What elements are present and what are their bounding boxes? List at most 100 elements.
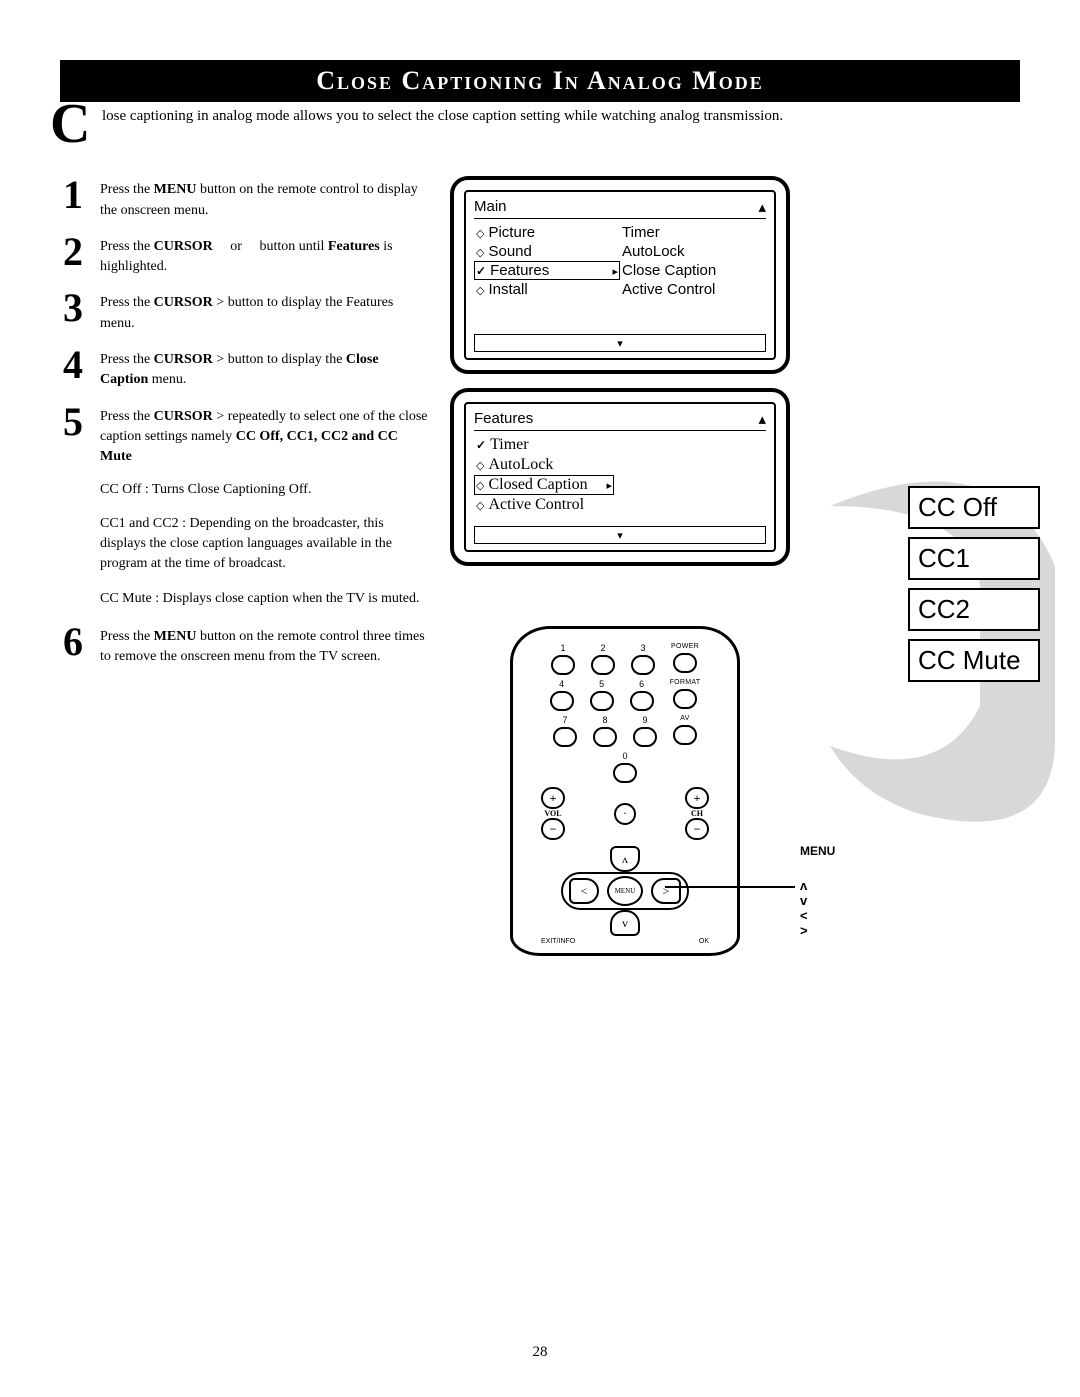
tv-screen-main: Main ▴ Picture Sound FeaturesInstall Timer… [450,176,790,374]
step: 4 Press the CURSOR > button to display t… [60,346,430,391]
btn-label: 3 [641,643,646,655]
diamond-icon [476,476,484,494]
menu-item-label: Closed Caption [488,476,587,494]
instructions-column: 1 Press the MENU button on the remote co… [60,176,430,679]
remote-button-0 [613,763,637,783]
diamond-icon [476,456,484,474]
intro-paragraph: C lose captioning in analog mode allows … [60,106,1020,126]
menu-callout: MENU [800,844,835,858]
btn-label: 6 [639,679,644,691]
diamond-icon [476,224,484,241]
intro-text: lose captioning in analog mode allows yo… [60,106,1020,126]
btn-label: AV [680,715,689,725]
check-icon [476,262,486,279]
remote-button [673,689,697,709]
menu-bottom-bar [474,526,766,544]
remote-button [633,727,657,747]
page-title-bar: Close Captioning In Analog Mode [60,60,1020,102]
step-text: Press the CURSOR > button to display the… [100,346,430,391]
step-number: 6 [60,623,86,661]
remote-button [550,691,574,711]
up-arrow-icon: ▴ [758,410,766,428]
menu-item-label: Timer [490,436,529,454]
ok-label: OK [699,938,709,945]
menu-item-label: Active Control [488,496,584,514]
callout-line [665,886,795,888]
menu-item: Timer [474,435,766,455]
ch-label: CH [691,809,703,818]
menu-item-label: Timer [622,224,660,241]
description: CC Off : Turns Close Captioning Off. [100,480,430,500]
btn-label: 0 [622,751,627,763]
check-icon [476,436,486,454]
menu-title-text: Main [474,198,507,216]
cc-option: CC2 [908,588,1040,631]
cc-option: CC Mute [908,639,1040,682]
btn-label: FORMAT [670,679,701,689]
menu-item-label: Features [490,262,549,279]
menu-item: AutoLock [620,242,766,261]
illustrations-column: Main ▴ PictureSoundFeaturesInstall Timer… [450,176,1020,679]
remote-button [630,691,654,711]
arrows-callout: ʌ v < > [800,878,811,938]
step-number: 2 [60,233,86,271]
btn-label: 2 [601,643,606,655]
cc-option: CC Off [908,486,1040,529]
remote-button [590,691,614,711]
diamond-icon [476,281,484,298]
menu-item-label: Sound [488,243,531,260]
dpad: ʌ v < > MENU [555,846,695,936]
step: 5 Press the CURSOR > repeatedly to selec… [60,403,430,468]
menu-title-text: Features [474,410,533,428]
vol-label: VOL [544,809,561,818]
step-text: Press the MENU button on the remote cont… [100,176,430,221]
tv-screen-features: Features ▴ Timer AutoLock Closed Caption Ac… [450,388,790,566]
step-text: Press the CURSOR > button to display the… [100,289,430,334]
menu-bottom-bar [474,334,766,352]
channel-rocker: + [685,787,709,809]
cursor-up-button: ʌ [610,846,640,872]
step-number: 1 [60,176,86,214]
step-text: Press the CURSOR or button until Feature… [100,233,430,278]
volume-rocker: + [541,787,565,809]
remote-button-dot: · [614,803,636,825]
btn-label: 7 [562,715,567,727]
step-number: 4 [60,346,86,384]
menu-title: Features ▴ [474,410,766,431]
step-6: 6 Press the MENU button on the remote co… [60,623,430,668]
arrow-right-icon [606,476,612,494]
btn-label: 4 [559,679,564,691]
remote-button [673,653,697,673]
remote-button [631,655,655,675]
step-text: Press the MENU button on the remote cont… [100,623,430,668]
menu-item: Closed Caption [474,475,614,495]
step: 1 Press the MENU button on the remote co… [60,176,430,221]
menu-item-label: Close Caption [622,262,716,279]
menu-item: AutoLock [474,455,766,475]
btn-label: 9 [642,715,647,727]
menu-item-label: AutoLock [622,243,685,260]
menu-item: Features [474,261,620,280]
menu-item: Install [474,280,620,299]
menu-item-label: AutoLock [488,456,553,474]
channel-rocker: − [685,818,709,840]
menu-item-label: Active Control [622,281,715,298]
menu-item: Picture [474,223,620,242]
menu-title: Main ▴ [474,198,766,219]
exit-info-label: EXIT/INFO [541,938,575,945]
arrow-right-icon [612,262,618,279]
remote-button [591,655,615,675]
menu-item: Timer [620,223,766,242]
page-number: 28 [0,1344,1080,1361]
remote-button [553,727,577,747]
menu-item-label: Picture [488,224,535,241]
btn-label: POWER [671,643,699,653]
step: 2 Press the CURSOR or button until Featu… [60,233,430,278]
cursor-right-button: > [651,878,681,904]
remote-button [551,655,575,675]
remote-button [593,727,617,747]
menu-item: Sound [474,242,620,261]
btn-label: 5 [599,679,604,691]
cursor-left-button: < [569,878,599,904]
cc-option: CC1 [908,537,1040,580]
